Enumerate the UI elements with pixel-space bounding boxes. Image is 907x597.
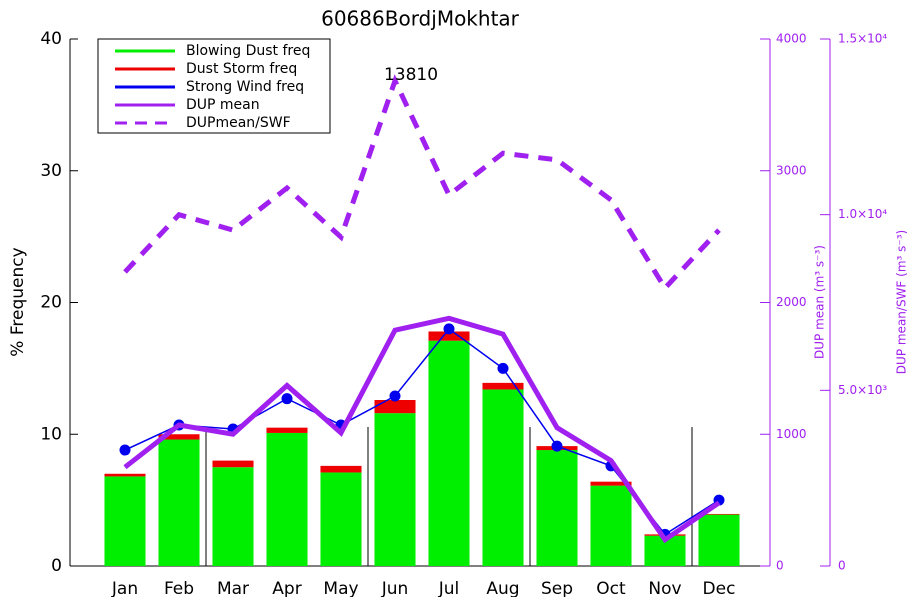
chart-title: 60686BordjMokhtar [321,7,520,31]
legend-label: Blowing Dust freq [186,43,310,59]
x-tick-label: Mar [217,579,249,597]
y2-axis-label: DUP mean (m³ s⁻³) [813,245,827,359]
bar [536,450,578,566]
y-tick-label: 30 [40,161,62,181]
bar [158,434,200,440]
bar [590,485,632,566]
bar [590,481,632,486]
x-tick-label: Jul [438,579,460,597]
bar [212,467,254,566]
bar [266,432,308,566]
y3-tick-label: 1.0×10⁴ [838,207,887,221]
y3-tick-label: 0 [838,559,846,573]
bar [104,476,146,566]
bar [212,460,254,468]
y2-tick-label: 2000 [776,295,807,309]
legend-label: DUPmean/SWF [186,115,291,131]
bar [320,465,362,473]
y3-tick-label: 5.0×10³ [838,383,887,397]
y-tick-label: 20 [40,293,62,313]
y-tick-label: 40 [40,29,62,49]
bar [428,340,470,566]
x-tick-label: Jan [111,579,138,597]
point [497,362,509,374]
bar [266,427,308,433]
x-tick-label: May [323,579,358,597]
x-tick-label: Dec [703,579,736,597]
x-tick-label: Aug [486,579,519,597]
y-tick-label: 0 [51,556,62,576]
line [123,74,721,293]
y-axis-label: % Frequency [8,247,28,356]
bar [698,513,740,515]
x-tick-label: Nov [648,579,681,597]
separators [205,427,693,566]
line [123,315,721,544]
bar [482,382,524,390]
legend-label: Dust Storm freq [186,61,297,77]
bar [320,472,362,566]
x-tick-label: Oct [596,579,626,597]
bar [104,473,146,477]
y3-tick-label: 1.5×10⁴ [838,32,887,46]
y-tick-label: 10 [40,424,62,444]
bar [698,514,740,566]
y2-tick-label: 3000 [776,163,807,177]
annotation: 13810 [384,65,438,85]
x-tick-label: Feb [164,579,194,597]
bar [374,413,416,566]
bar [158,439,200,566]
y2-tick-label: 1000 [776,427,807,441]
x-tick-label: Apr [272,579,301,597]
bar [482,389,524,566]
y2-tick-label: 4000 [776,32,807,46]
bar [374,399,416,414]
point [551,440,563,452]
point [389,390,401,402]
y3-axis-label: DUP mean/SWF (m³ s⁻³) [895,230,907,374]
legend-label: DUP mean [186,97,260,113]
x-tick-label: Sep [541,579,573,597]
bar [428,331,470,341]
y2-tick-label: 0 [776,559,784,573]
point [119,444,131,456]
point [281,393,293,405]
legend-label: Strong Wind freq [186,79,304,95]
point [443,323,455,335]
x-tick-label: Jun [381,579,409,597]
